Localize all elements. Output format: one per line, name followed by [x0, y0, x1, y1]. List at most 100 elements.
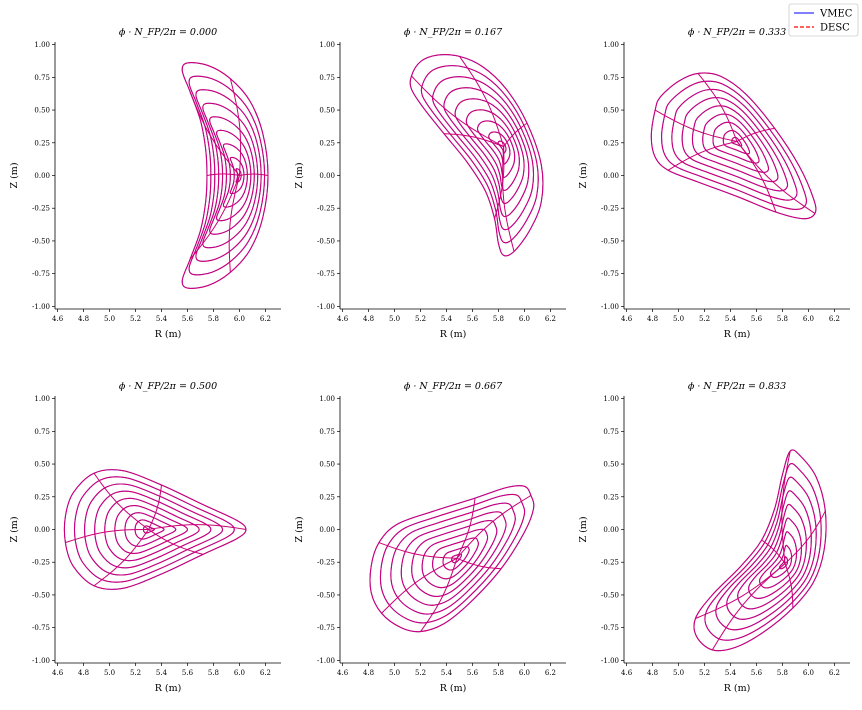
y-tick-label: 1.00	[34, 395, 50, 403]
desc-surface	[229, 156, 245, 195]
desc-surface	[195, 89, 262, 262]
desc-surface	[94, 490, 212, 569]
y-tick-label: -1.00	[317, 657, 335, 665]
desc-surface	[443, 87, 530, 218]
x-tick-label: 6.2	[260, 315, 271, 323]
desc-surface	[712, 121, 760, 164]
x-tick-label: 5.8	[493, 315, 504, 323]
flux-surfaces	[369, 485, 535, 633]
desc-surface	[73, 476, 235, 583]
x-tick-label: 4.6	[52, 669, 64, 677]
desc-surface	[465, 109, 520, 191]
poloidal-line	[228, 175, 240, 273]
poloidal-line	[502, 146, 515, 252]
x-tick-label: 6.2	[545, 669, 556, 677]
panel-0: 4.6 4.8 5.0 5.2 5.4 5.6 5.8 6.0 6.2 -1.00 -0.75 -0.…	[9, 27, 281, 340]
desc-surface	[476, 120, 516, 178]
x-tick-label: 4.8	[78, 669, 89, 677]
poloidal-line	[695, 563, 786, 619]
x-tick-label: 4.6	[52, 315, 64, 323]
x-tick-label: 4.6	[621, 315, 633, 323]
panel-title: ϕ · N_FP/2π = 0.333	[688, 27, 786, 38]
poloidal-line	[93, 472, 149, 530]
x-tick-label: 5.4	[441, 315, 453, 323]
panel-title: ϕ · N_FP/2π = 0.500	[119, 381, 217, 392]
desc-surface	[400, 511, 507, 606]
panel-5: 4.6 4.8 5.0 5.2 5.4 5.6 5.8 6.0 6.2 -1.00 -0.75 -0.…	[578, 381, 850, 694]
y-tick-label: -0.75	[317, 270, 335, 278]
x-tick-label: 5.0	[673, 669, 684, 677]
x-tick-label: 6.0	[803, 669, 814, 677]
poloidal-line	[411, 75, 504, 148]
x-tick-label: 4.6	[621, 669, 633, 677]
y-tick-label: 0.75	[603, 74, 619, 82]
y-tick-label: -0.50	[317, 591, 335, 599]
x-tick-label: 5.6	[751, 315, 763, 323]
flux-surfaces	[693, 449, 827, 652]
poloidal-line	[761, 539, 786, 564]
x-tick-label: 6.0	[519, 669, 530, 677]
x-tick-label: 6.0	[234, 669, 245, 677]
y-tick-label: 0.00	[603, 172, 619, 180]
y-axis-label: Z (m)	[578, 516, 589, 542]
vmec-surface	[420, 65, 539, 244]
x-tick-label: 4.8	[363, 669, 374, 677]
desc-surface	[222, 143, 248, 208]
y-tick-label: 0.50	[34, 107, 50, 115]
panel-2: 4.6 4.8 5.0 5.2 5.4 5.6 5.8 6.0 6.2 -1.00 -0.75 -0.…	[578, 27, 850, 340]
x-tick-label: 6.2	[829, 315, 840, 323]
x-tick-label: 5.0	[673, 315, 684, 323]
panel-title: ϕ · N_FP/2π = 0.833	[688, 381, 786, 392]
desc-surface	[488, 131, 511, 165]
poloidal-line	[697, 73, 738, 142]
x-tick-label: 6.0	[234, 315, 245, 323]
desc-surface	[681, 97, 789, 192]
desc-surface	[704, 462, 822, 641]
y-tick-label: 0.25	[603, 493, 619, 501]
y-tick-label: -0.25	[601, 559, 619, 567]
y-tick-label: 0.50	[319, 107, 335, 115]
y-tick-label: -0.25	[601, 205, 619, 213]
y-tick-label: 0.00	[319, 172, 335, 180]
legend-entry: VMEC	[819, 9, 853, 20]
x-tick-label: 5.2	[699, 315, 710, 323]
panel-title: ϕ · N_FP/2π = 0.167	[404, 27, 503, 38]
y-tick-label: 0.00	[34, 172, 50, 180]
desc-surface	[650, 72, 817, 220]
x-tick-label: 6.0	[519, 315, 530, 323]
desc-surface	[731, 136, 743, 147]
poloidal-line	[456, 557, 502, 570]
flux-surfaces	[650, 72, 817, 220]
poloidal-line	[736, 141, 777, 213]
poloidal-line	[381, 557, 458, 614]
x-tick-label: 5.2	[130, 315, 141, 323]
desc-surface	[454, 98, 525, 205]
legend-box	[788, 3, 859, 37]
desc-surface	[420, 65, 539, 244]
poloidal-line	[239, 173, 269, 176]
x-tick-label: 4.8	[78, 315, 89, 323]
y-tick-label: 0.25	[34, 139, 50, 147]
x-tick-label: 5.6	[467, 669, 479, 677]
y-tick-label: -0.25	[317, 205, 335, 213]
vmec-surface	[488, 131, 511, 165]
y-tick-label: -1.00	[317, 303, 335, 311]
x-tick-label: 4.6	[337, 669, 349, 677]
x-tick-label: 5.6	[182, 669, 194, 677]
y-axis-label: Z (m)	[294, 162, 305, 188]
y-tick-label: -0.50	[32, 591, 50, 599]
desc-surface	[691, 105, 779, 183]
x-axis-label: R (m)	[440, 683, 467, 694]
poloidal-line	[456, 498, 476, 559]
vmec-surface	[94, 490, 212, 569]
vmec-surface	[671, 88, 798, 201]
desc-surface	[409, 54, 544, 257]
poloidal-line	[206, 173, 240, 176]
y-tick-label: 0.00	[34, 526, 50, 534]
panel-1: 4.6 4.8 5.0 5.2 5.4 5.6 5.8 6.0 6.2 -1.00 -0.75 -0.…	[294, 27, 566, 340]
x-tick-label: 5.0	[389, 669, 400, 677]
y-tick-label: 1.00	[603, 41, 619, 49]
x-axis-label: R (m)	[440, 329, 467, 340]
x-tick-label: 4.8	[363, 315, 374, 323]
poloidal-line	[784, 510, 826, 564]
